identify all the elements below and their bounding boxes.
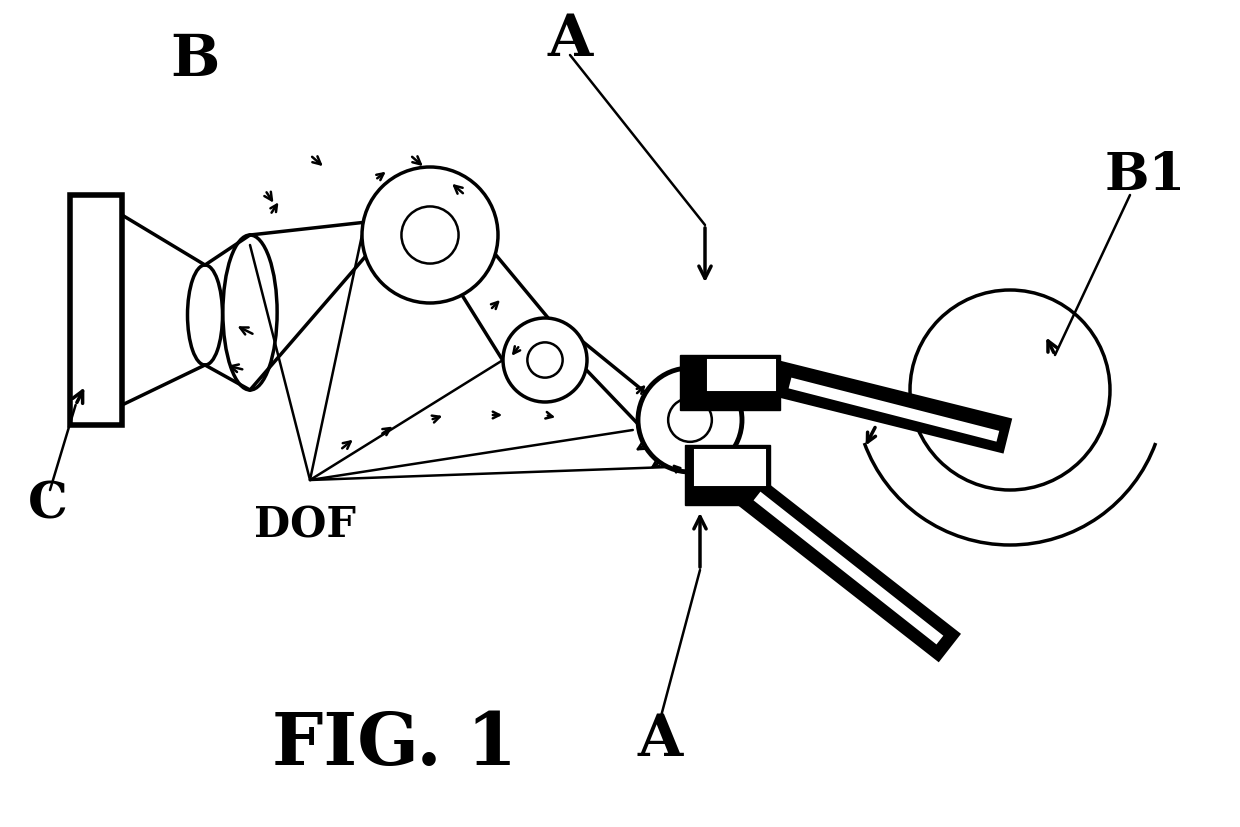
Ellipse shape [223,235,277,390]
Circle shape [362,167,498,303]
Polygon shape [684,445,770,505]
Circle shape [910,290,1110,490]
Polygon shape [694,450,765,485]
Text: B: B [170,32,219,88]
Circle shape [402,207,459,264]
Circle shape [503,318,587,402]
Circle shape [527,342,563,378]
Circle shape [668,398,712,442]
Text: B1: B1 [1105,150,1185,200]
Ellipse shape [187,265,222,365]
Text: DOF: DOF [254,504,356,546]
Text: FIG. 1: FIG. 1 [273,710,517,781]
Bar [69,195,122,425]
Text: C: C [29,480,68,529]
Polygon shape [680,355,780,410]
Circle shape [639,368,742,472]
Polygon shape [708,360,775,390]
Text: A: A [547,12,593,68]
Text: A: A [637,712,683,768]
